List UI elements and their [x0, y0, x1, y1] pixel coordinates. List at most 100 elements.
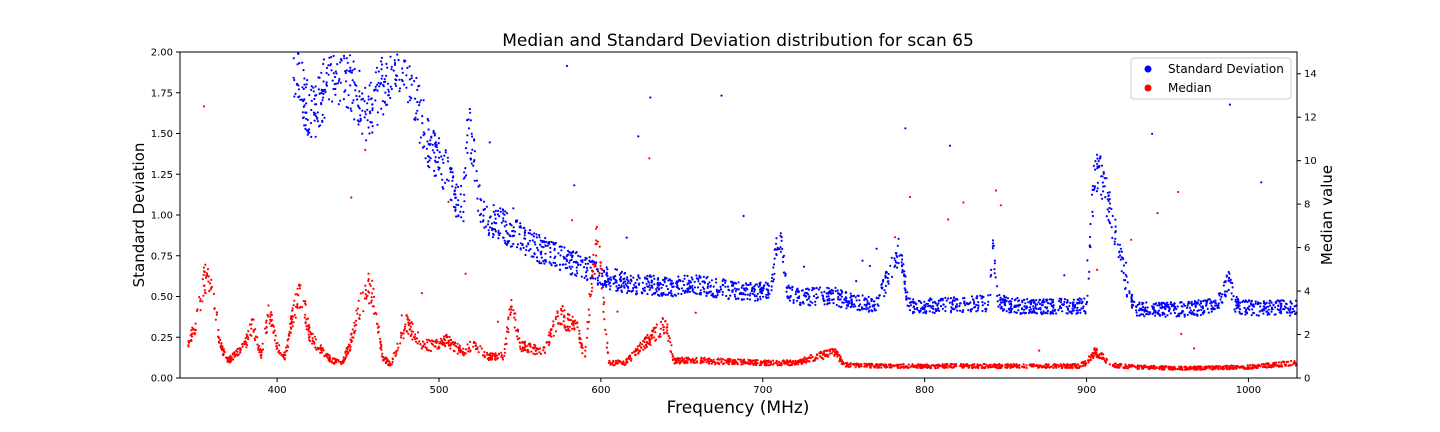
data-point	[285, 349, 288, 352]
data-point	[202, 105, 206, 108]
data-point	[239, 351, 242, 354]
data-point	[523, 231, 526, 234]
data-point	[1148, 312, 1151, 315]
data-point	[303, 316, 306, 319]
data-point	[996, 294, 999, 297]
data-point	[487, 233, 490, 237]
data-point	[836, 289, 839, 292]
data-point	[203, 291, 207, 294]
data-point	[1267, 311, 1270, 314]
data-point	[1039, 308, 1042, 311]
data-point	[320, 351, 323, 354]
data-point	[471, 135, 474, 138]
data-point	[966, 302, 969, 305]
data-point	[371, 103, 374, 106]
data-point	[292, 304, 295, 307]
data-point	[1092, 357, 1095, 360]
data-point	[1029, 364, 1032, 367]
data-point	[1147, 367, 1150, 370]
data-point	[345, 80, 348, 83]
data-point	[1207, 311, 1210, 314]
data-point	[1136, 364, 1139, 367]
data-point	[617, 284, 621, 287]
data-point	[313, 335, 316, 338]
data-point	[321, 119, 324, 122]
data-point	[647, 336, 650, 339]
data-point	[619, 361, 622, 364]
data-point	[314, 112, 317, 115]
data-point	[766, 283, 769, 286]
data-point	[784, 362, 788, 365]
median-series	[187, 105, 1298, 371]
data-point	[1003, 301, 1006, 304]
data-point	[615, 289, 618, 292]
data-point	[295, 305, 299, 308]
data-point	[322, 80, 325, 83]
data-point	[483, 354, 486, 357]
data-point	[1119, 362, 1122, 366]
data-point	[796, 287, 799, 290]
data-point	[875, 363, 878, 366]
data-point	[549, 332, 552, 335]
data-point	[1274, 306, 1277, 309]
data-point	[1007, 300, 1010, 303]
data-point	[1234, 310, 1237, 313]
data-point	[1259, 302, 1262, 305]
data-point	[996, 300, 999, 303]
data-point	[566, 249, 570, 253]
data-point	[1035, 299, 1038, 302]
data-point	[1228, 103, 1231, 106]
data-point	[366, 108, 369, 111]
data-point	[1188, 306, 1191, 309]
data-point	[384, 91, 387, 94]
data-point	[1136, 303, 1139, 307]
data-point	[346, 61, 349, 64]
data-point	[1021, 299, 1024, 302]
data-point	[607, 277, 610, 281]
data-point	[1048, 298, 1052, 301]
data-point	[461, 351, 464, 354]
data-point	[1224, 290, 1227, 293]
data-point	[801, 301, 804, 304]
data-point	[427, 143, 430, 146]
data-point	[1006, 297, 1010, 300]
data-point	[1000, 366, 1003, 369]
data-point	[440, 173, 443, 176]
data-point	[828, 352, 832, 355]
data-point	[1087, 361, 1090, 364]
data-point	[1120, 250, 1124, 253]
data-point	[948, 301, 952, 304]
data-point	[574, 260, 577, 263]
data-point	[857, 304, 861, 307]
data-point	[998, 303, 1002, 306]
data-point	[725, 361, 728, 364]
data-point	[783, 360, 786, 363]
data-point	[337, 79, 341, 82]
data-point	[492, 204, 495, 207]
data-point	[733, 293, 736, 296]
data-point	[467, 347, 470, 350]
data-point	[947, 297, 950, 300]
data-point	[385, 62, 388, 65]
data-point	[343, 57, 346, 60]
data-point	[672, 355, 675, 358]
data-point	[1181, 368, 1184, 371]
data-point	[529, 248, 532, 251]
data-point	[410, 83, 413, 86]
data-point	[694, 311, 697, 314]
data-point	[855, 362, 858, 365]
data-point	[675, 280, 678, 283]
data-point	[941, 307, 945, 310]
data-point	[829, 290, 832, 293]
data-point	[850, 299, 853, 302]
data-point	[317, 347, 320, 351]
data-point	[246, 334, 249, 337]
data-point	[912, 310, 915, 313]
data-point	[1029, 306, 1032, 309]
data-point	[438, 137, 441, 140]
data-point	[368, 110, 371, 113]
data-point	[1238, 308, 1242, 311]
data-point	[1019, 312, 1022, 315]
data-point	[586, 278, 589, 282]
data-point	[1022, 363, 1025, 366]
